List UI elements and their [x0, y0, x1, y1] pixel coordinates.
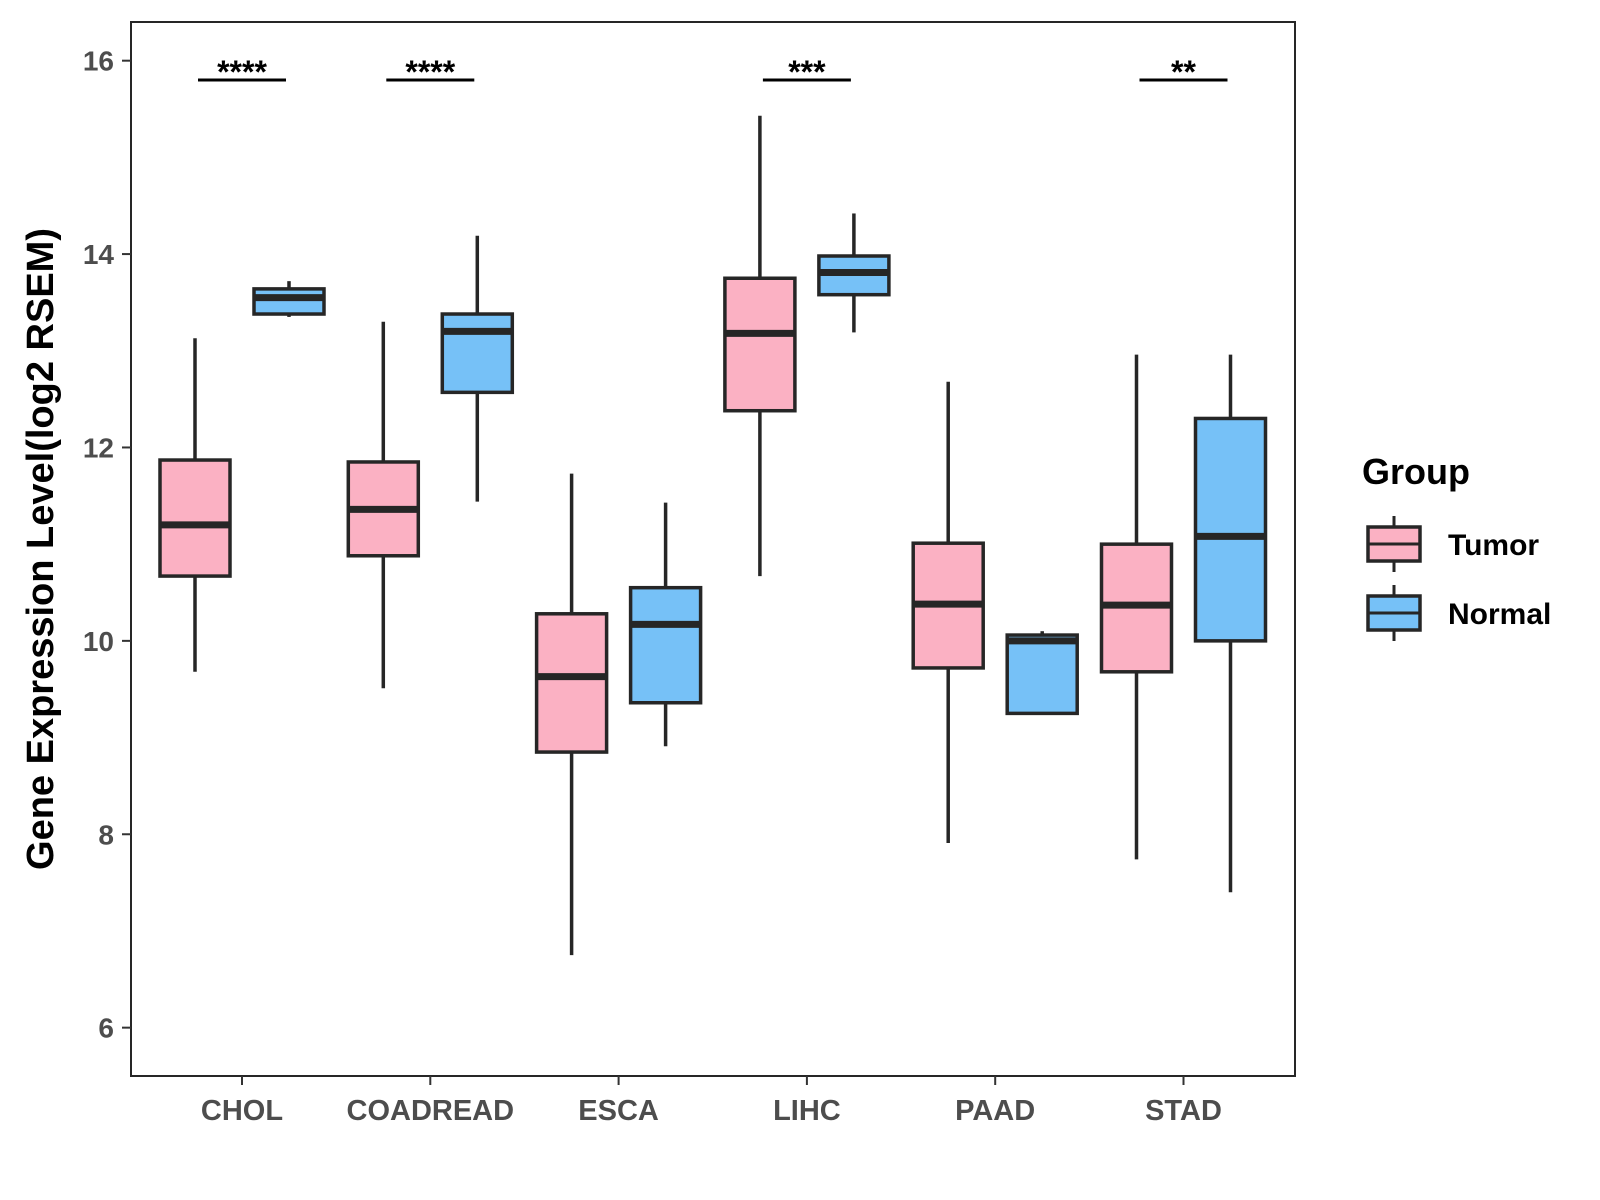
- box-body: [1193, 416, 1268, 643]
- significance-label: **: [1171, 54, 1196, 90]
- significance-annotations: **** **** *** **: [198, 54, 1228, 90]
- legend-label: Normal: [1448, 598, 1551, 631]
- y-tick-label: 6: [98, 1013, 114, 1044]
- significance-lihc: ***: [762, 54, 851, 90]
- box-tumor-esca: [534, 473, 609, 956]
- x-tick-label: PAAD: [955, 1095, 1035, 1127]
- x-tick-label: COADREAD: [347, 1095, 515, 1127]
- y-tick-label: 16: [83, 46, 114, 77]
- box-normal-stad: [1193, 354, 1268, 893]
- legend-title: Group: [1362, 451, 1470, 492]
- box-normal-paad: [1005, 631, 1079, 716]
- x-tick-label: STAD: [1145, 1095, 1222, 1127]
- y-tick-label: 8: [98, 819, 114, 850]
- significance-label: ****: [405, 54, 455, 90]
- box-body: [723, 276, 797, 413]
- y-tick-label: 12: [83, 432, 114, 463]
- box-normal-coadread: [440, 235, 515, 502]
- box-tumor-lihc: [723, 115, 797, 577]
- x-axis: CHOL COADREAD ESCA LIHC PAAD STAD: [201, 1076, 1222, 1127]
- box-body: [440, 312, 515, 395]
- legend-item-normal: Normal: [1366, 585, 1551, 641]
- significance-stad: **: [1139, 54, 1228, 90]
- significance-label: ****: [217, 54, 267, 90]
- significance-chol: ****: [198, 54, 286, 90]
- legend: Group Tumor Normal: [1362, 451, 1551, 641]
- box-normal-esca: [628, 502, 703, 747]
- box-body: [252, 287, 326, 316]
- box-body: [534, 612, 609, 754]
- significance-coadread: ****: [386, 54, 475, 90]
- significance-label: ***: [788, 54, 826, 90]
- x-tick-label: CHOL: [201, 1095, 283, 1127]
- box-tumor-stad: [1099, 354, 1174, 860]
- legend-label: Tumor: [1448, 529, 1539, 562]
- box-normal-lihc: [817, 213, 891, 333]
- box-tumor-coadread: [346, 321, 421, 689]
- panel-border: [130, 21, 1296, 1077]
- box-tumor-chol: [158, 338, 232, 672]
- y-tick-label: 14: [83, 239, 115, 270]
- box-body: [158, 458, 232, 578]
- plot-area: [130, 21, 1296, 1077]
- box-normal-chol: [252, 281, 326, 317]
- y-tick-label: 10: [83, 626, 114, 657]
- legend-item-tumor: Tumor: [1366, 516, 1539, 572]
- x-tick-label: LIHC: [773, 1095, 841, 1127]
- box-body: [1005, 633, 1079, 716]
- y-axis-title: Gene Expression Level(log2 RSEM): [20, 228, 62, 870]
- y-axis: 6 8 10 12 14 16: [83, 46, 131, 1044]
- box-tumor-paad: [911, 381, 985, 843]
- x-tick-label: ESCA: [578, 1095, 659, 1127]
- box-body: [628, 585, 703, 705]
